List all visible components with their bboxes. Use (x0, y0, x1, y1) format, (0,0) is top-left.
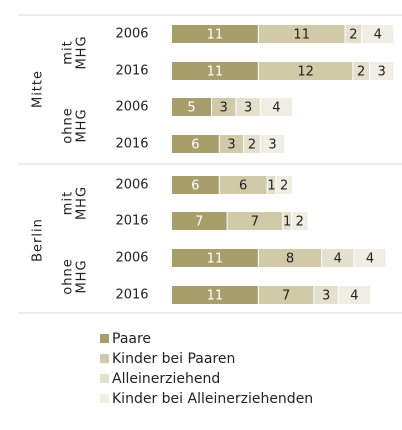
bar-segment (244, 135, 260, 153)
subgroup-label: ohne (61, 107, 76, 143)
bar-segment (260, 135, 285, 153)
legend-swatch (100, 374, 109, 383)
bar-segment (172, 98, 211, 116)
y-tick-label: 2016 (115, 64, 148, 79)
bar-segment (362, 25, 394, 43)
bar-segment (258, 62, 353, 80)
bar-segment (172, 135, 219, 153)
data-label: 11 (207, 289, 224, 304)
data-label: 4 (334, 252, 342, 267)
y-tick-label: 2006 (115, 100, 148, 115)
bar-segment (322, 249, 354, 267)
bar-segment (227, 212, 283, 230)
data-label: 3 (244, 101, 252, 116)
bar-segment (354, 249, 386, 267)
y-tick-label: 2006 (115, 27, 148, 42)
bar-segment (260, 98, 292, 116)
bar-segment (283, 212, 291, 230)
bar-segment (353, 62, 369, 80)
bar-segment (236, 98, 260, 116)
data-label: 6 (191, 138, 199, 153)
bar-segment (267, 176, 276, 194)
bar-segment (314, 286, 338, 304)
subgroup-label: mit (61, 191, 76, 215)
subgroup-label: MHG (75, 186, 90, 220)
y-tick-label: 2006 (115, 251, 148, 266)
bar-segment (258, 249, 322, 267)
data-label: 2 (280, 179, 288, 194)
data-label: 7 (251, 215, 259, 230)
data-label: 11 (207, 252, 224, 267)
y-tick-label: 2006 (115, 178, 148, 193)
data-label: 11 (207, 65, 224, 80)
data-label: 1 (267, 179, 275, 194)
data-label: 11 (207, 28, 224, 43)
data-label: 4 (350, 289, 358, 304)
data-label: 2 (296, 215, 304, 230)
data-label: 2 (349, 28, 357, 43)
legend-label: Alleinerziehend (112, 371, 220, 387)
subgroup-label: ohne (61, 258, 76, 294)
bar-segment (172, 212, 227, 230)
bar-segment (172, 249, 258, 267)
data-label: 11 (293, 28, 310, 43)
bar-segment (212, 98, 236, 116)
data-label: 1 (283, 215, 291, 230)
bar-segment (219, 176, 267, 194)
data-label: 2 (248, 138, 256, 153)
data-label: 3 (378, 65, 386, 80)
legend-swatch (100, 354, 109, 363)
y-tick-label: 2016 (115, 214, 148, 229)
bar-segment (258, 25, 345, 43)
data-label: 6 (191, 179, 199, 194)
data-label: 3 (227, 138, 235, 153)
data-label: 4 (366, 252, 374, 267)
subgroup-label: MHG (75, 35, 90, 69)
group-label: Berlin (31, 218, 46, 262)
data-label: 3 (220, 101, 228, 116)
data-label: 7 (282, 289, 290, 304)
data-label: 5 (187, 101, 195, 116)
data-label: 4 (272, 101, 280, 116)
data-label: 3 (322, 289, 330, 304)
legend-swatch (100, 394, 109, 403)
bar-segment (276, 176, 292, 194)
legend-label: Kinder bei Alleinerziehenden (112, 391, 313, 407)
subgroup-label: MHG (75, 259, 90, 293)
bar-segment (172, 25, 258, 43)
y-tick-label: 2016 (115, 288, 148, 303)
legend-label: Kinder bei Paaren (112, 351, 235, 367)
bar-segment (172, 286, 258, 304)
data-label: 6 (239, 179, 247, 194)
group-label: Mitte (31, 70, 46, 108)
legend-label: Paare (112, 331, 151, 347)
data-label: 8 (286, 252, 294, 267)
bar-segment (258, 286, 314, 304)
bar-segment (292, 212, 308, 230)
bar-segment (338, 286, 370, 304)
subgroup-label: MHG (75, 108, 90, 142)
y-tick-label: 2016 (115, 137, 148, 152)
bar-segment (172, 62, 258, 80)
bar-segment (345, 25, 362, 43)
data-label: 4 (374, 28, 382, 43)
legend-swatch (100, 334, 109, 343)
bar-segment (370, 62, 394, 80)
data-label: 3 (268, 138, 276, 153)
data-label: 2 (357, 65, 365, 80)
data-label: 12 (297, 65, 314, 80)
data-label: 7 (195, 215, 203, 230)
bar-segment (172, 176, 219, 194)
bar-segment (219, 135, 244, 153)
subgroup-label: mit (61, 40, 76, 64)
